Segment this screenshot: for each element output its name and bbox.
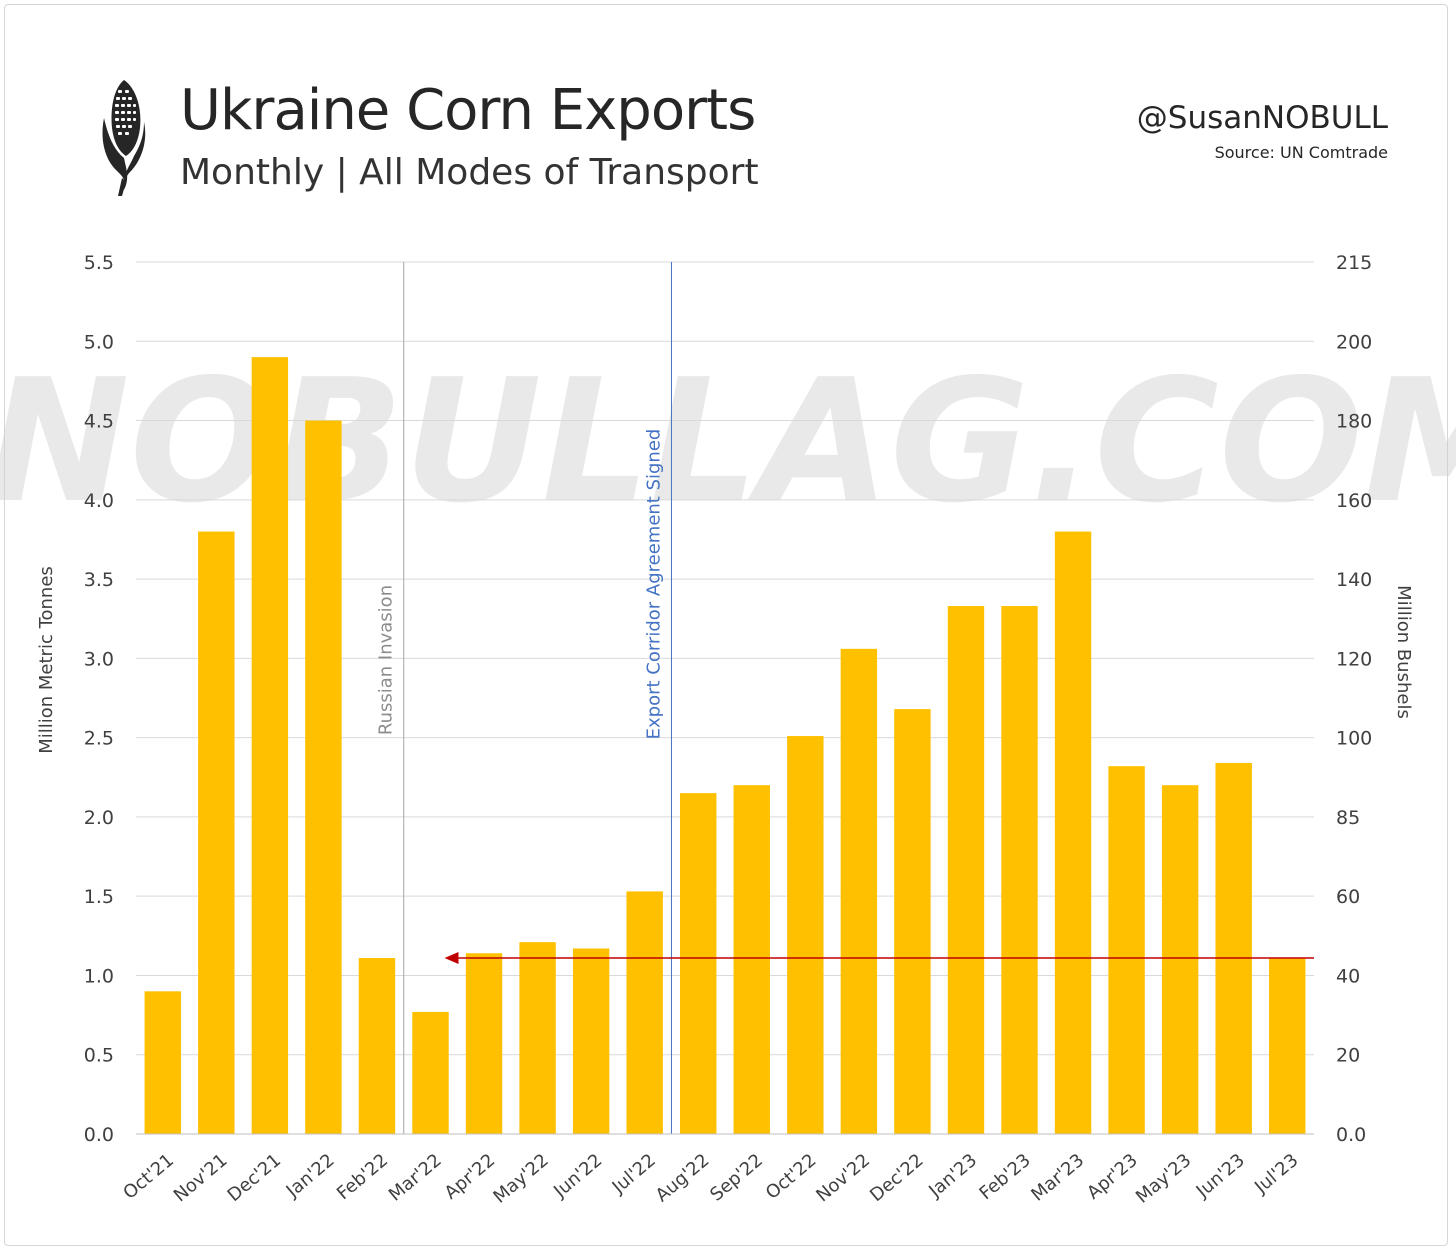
bar	[465, 953, 503, 1134]
y-tick-label-right: 20	[1336, 1045, 1360, 1067]
y-tick-label-right: 160	[1336, 490, 1372, 512]
bar	[680, 793, 717, 1134]
y-tick-label-right: 0.0	[1336, 1124, 1366, 1146]
bar	[251, 357, 289, 1134]
annotation-lines: Russian Invasion Export Corridor Agreemen…	[376, 262, 1314, 1134]
bar	[198, 531, 235, 1134]
bar	[626, 891, 663, 1134]
y-axis-title-left: Million Metric Tonnes	[36, 566, 57, 754]
y-tick-label-left: 2.5	[84, 728, 114, 750]
x-tick-label: Apr'22	[441, 1150, 500, 1204]
x-tick-label: Jun'22	[549, 1150, 606, 1203]
chart-subtitle: Monthly | All Modes of Transport	[180, 152, 759, 193]
x-axis: Oct'21Nov'21Dec'21Jan'22Feb'22Mar'22Apr'…	[119, 1133, 1314, 1208]
bar	[412, 1011, 449, 1134]
x-tick-label: Mar'22	[385, 1150, 446, 1206]
y-tick-label-right: 85	[1336, 807, 1360, 829]
x-tick-label: Oct'21	[119, 1150, 178, 1204]
bar	[358, 958, 396, 1134]
bar	[787, 736, 824, 1134]
y-axis-right: 0.0 20 40 60 85 100 120 140 160 180 200 215	[1336, 252, 1372, 1146]
x-tick-label: Nov'22	[812, 1150, 874, 1207]
bar	[1108, 766, 1145, 1134]
bar	[1054, 531, 1092, 1134]
y-tick-label-right: 200	[1336, 331, 1372, 353]
bar	[1269, 958, 1306, 1134]
author-handle: @SusanNOBULL	[1136, 100, 1388, 136]
x-tick-label: Aug'22	[652, 1150, 714, 1207]
bar	[519, 942, 556, 1134]
y-tick-label-left: 4.0	[84, 490, 114, 512]
x-tick-label: Nov'21	[170, 1150, 232, 1207]
bar	[144, 991, 181, 1134]
x-tick-label: Jul'23	[1250, 1150, 1302, 1199]
y-tick-label-left: 0.0	[84, 1124, 114, 1146]
y-tick-label-left: 1.0	[84, 965, 114, 987]
x-tick-label: Sep'22	[706, 1150, 767, 1206]
y-tick-label-right: 140	[1336, 569, 1372, 591]
watermark: NOBULLAG.COM	[0, 343, 1456, 541]
bars	[144, 357, 1306, 1135]
bar	[894, 709, 931, 1134]
y-axis-left: 0.0 0.5 1.0 1.5 2.0 2.5 3.0 3.5 4.0 4.5 5.0 5.5	[84, 252, 114, 1146]
y-tick-label-right: 215	[1336, 252, 1372, 274]
y-tick-label-left: 4.5	[84, 411, 114, 433]
x-tick-label: Jun'23	[1192, 1150, 1249, 1203]
bar	[305, 420, 342, 1135]
bar	[947, 606, 985, 1134]
y-tick-label-left: 3.0	[84, 648, 114, 670]
x-tick-label: May'22	[489, 1150, 552, 1208]
y-tick-label-right: 100	[1336, 728, 1372, 750]
x-tick-label: Dec'21	[224, 1150, 286, 1206]
y-tick-label-left: 3.5	[84, 569, 114, 591]
annotation-label: Russian Invasion	[376, 585, 397, 735]
y-tick-label-right: 60	[1336, 886, 1360, 908]
x-tick-label: Jan'23	[924, 1150, 981, 1202]
x-tick-label: Oct'22	[762, 1150, 821, 1204]
bar	[572, 948, 610, 1134]
y-axis-title-right: Million Bushels	[1393, 585, 1414, 719]
annotation-label: Export Corridor Agreement Signed	[643, 429, 664, 740]
x-tick-label: Mar'23	[1027, 1150, 1088, 1206]
x-tick-label: Feb'22	[333, 1150, 392, 1204]
bar	[1001, 606, 1038, 1134]
bar	[733, 785, 770, 1134]
y-tick-label-left: 5.0	[84, 331, 114, 353]
chart-frame	[4, 4, 1448, 1246]
y-tick-label-right: 40	[1336, 965, 1360, 987]
bar	[1161, 785, 1199, 1134]
data-source: Source: UN Comtrade	[1214, 143, 1388, 162]
x-tick-label: May'23	[1132, 1150, 1195, 1208]
y-tick-label-left: 5.5	[84, 252, 114, 274]
bar	[1215, 763, 1252, 1134]
reference-arrow-head	[444, 952, 459, 965]
corn-cob-icon	[102, 80, 146, 196]
x-tick-label: Dec'22	[866, 1150, 928, 1206]
x-tick-label: Feb'23	[975, 1150, 1034, 1204]
y-tick-label-left: 2.0	[84, 807, 114, 829]
bar	[840, 648, 878, 1134]
chart-title: Ukraine Corn Exports	[180, 78, 756, 143]
y-tick-label-left: 0.5	[84, 1045, 114, 1067]
y-tick-label-right: 180	[1336, 411, 1372, 433]
x-tick-label: Apr'23	[1083, 1150, 1142, 1204]
y-tick-label-left: 1.5	[84, 886, 114, 908]
y-tick-label-right: 120	[1336, 648, 1372, 670]
x-tick-label: Jan'22	[282, 1150, 339, 1202]
